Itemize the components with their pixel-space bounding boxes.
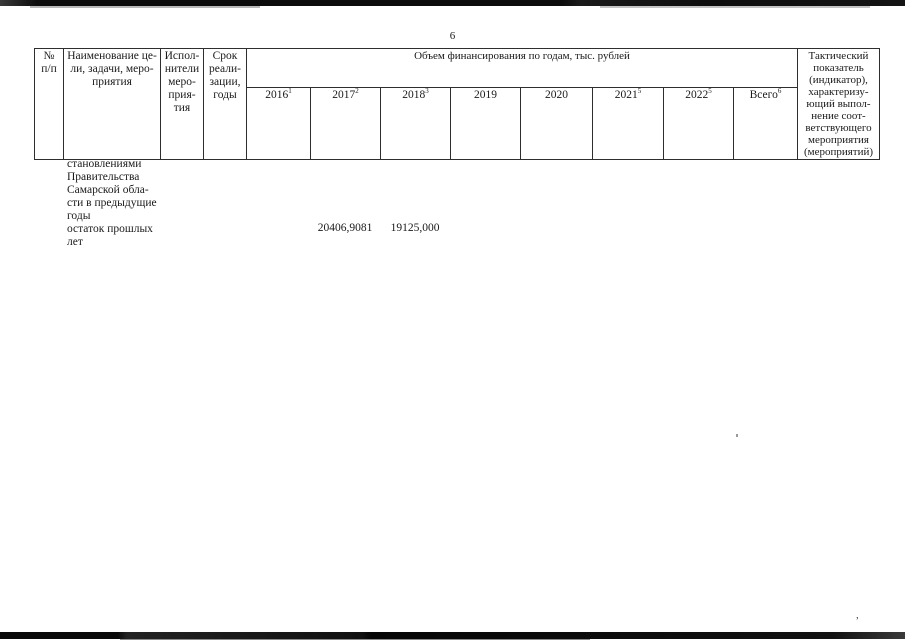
col-header-year-2017: 20172 xyxy=(310,87,381,160)
footnote-ref: 5 xyxy=(708,87,712,96)
col-header-period: Срок реали- зации, годы xyxy=(203,48,247,160)
body-text-name-column: становлениями Правительства Самарской об… xyxy=(67,158,157,248)
value-2018: 19125,000 xyxy=(390,222,440,234)
year-label: 2019 xyxy=(474,89,497,102)
year-label: 2016 xyxy=(265,89,289,102)
year-label: Всего xyxy=(749,89,778,102)
col-header-num: № п/п xyxy=(34,48,64,160)
col-header-year-2016: 20161 xyxy=(246,87,311,160)
footnote-ref: 1 xyxy=(288,87,292,96)
financing-table: № п/п Наименование це- ли, задачи, меро-… xyxy=(34,47,880,160)
year-label: 2020 xyxy=(545,89,568,102)
scan-artifact-mark: , xyxy=(856,609,859,621)
scan-artifact-smudge xyxy=(600,6,870,8)
footnote-ref: 3 xyxy=(425,87,429,96)
col-header-executors: Испол- нители меро- прия- тия xyxy=(160,48,204,160)
scan-artifact-smudge xyxy=(30,6,260,8)
col-header-total: Всего6 xyxy=(733,87,798,160)
col-header-year-2021: 20215 xyxy=(592,87,664,160)
col-header-year-2020: 2020 xyxy=(520,87,593,160)
col-header-year-2019: 2019 xyxy=(450,87,521,160)
footnote-ref: 6 xyxy=(777,87,782,96)
scan-artifact-bottom-bar xyxy=(0,632,905,639)
scan-artifact-speck xyxy=(736,434,738,437)
scan-artifact-top-bar xyxy=(0,0,905,6)
col-header-indicator: Тактический показатель (индикатор), хара… xyxy=(797,48,880,160)
year-label: 2017 xyxy=(332,89,356,102)
col-header-financing-group: Объем финансирования по годам, тыс. рубл… xyxy=(246,47,798,89)
col-header-year-2022: 20225 xyxy=(663,87,734,160)
footnote-ref: 5 xyxy=(637,87,642,96)
year-label: 2021 xyxy=(614,89,638,102)
page-number: 6 xyxy=(449,30,456,42)
year-label: 2022 xyxy=(685,89,709,102)
footnote-ref: 2 xyxy=(355,87,359,96)
col-header-year-2018: 20183 xyxy=(380,87,451,160)
value-2017: 20406,9081 xyxy=(317,222,373,234)
col-header-name: Наименование це- ли, задачи, меро- прият… xyxy=(63,48,161,160)
year-label: 2018 xyxy=(402,89,426,102)
